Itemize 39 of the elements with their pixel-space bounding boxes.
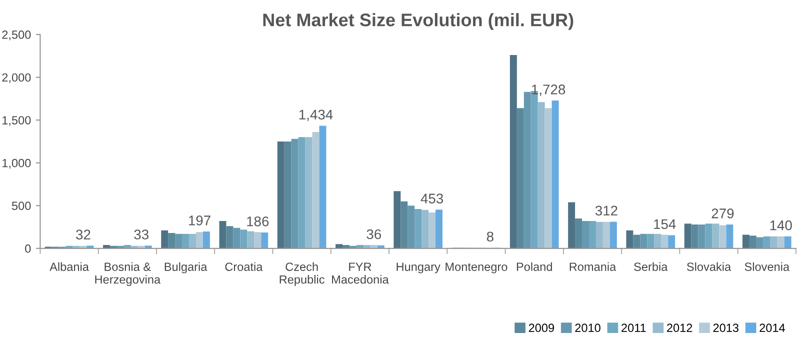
data-label: 279 bbox=[712, 208, 734, 218]
x-tick-label: Bulgaria bbox=[164, 262, 208, 274]
y-tick-label: 2,000 bbox=[2, 73, 31, 84]
x-tick-label: Slovenia bbox=[744, 262, 790, 271]
x-tick-label: Croatia bbox=[225, 262, 263, 271]
y-tick-label: 1,500 bbox=[2, 116, 31, 126]
x-tick-label: FYR Macedonia bbox=[332, 262, 389, 284]
x-tick-label: Albania bbox=[50, 262, 89, 271]
legend-label: 2013 bbox=[713, 324, 738, 332]
legend-label: 2014 bbox=[760, 324, 785, 332]
x-tick-label: Romania bbox=[570, 262, 616, 271]
data-label: 1,728 bbox=[532, 84, 566, 96]
x-tick-label: Czech Republic bbox=[280, 262, 324, 286]
data-label: 197 bbox=[188, 216, 210, 226]
x-tick-label: Serbia bbox=[634, 262, 668, 271]
x-tick-label: Poland bbox=[516, 262, 552, 271]
chart-title: Net Market Size Evolution (mil. EUR) bbox=[263, 13, 574, 30]
legend-label: 2012 bbox=[667, 324, 692, 332]
x-tick-label: Hungary bbox=[396, 262, 440, 274]
data-label: 33 bbox=[134, 230, 148, 240]
y-tick-label: 0 bbox=[25, 244, 31, 253]
data-label: 186 bbox=[247, 216, 269, 226]
legend-label: 2009 bbox=[528, 324, 554, 332]
y-tick-label: 1,000 bbox=[2, 158, 31, 169]
x-tick-label: Slovakia bbox=[686, 262, 732, 271]
x-tick-label: Montenegro bbox=[446, 262, 508, 274]
y-tick-label: 2,500 bbox=[2, 30, 31, 40]
y-tick-label: 500 bbox=[12, 202, 31, 210]
data-label: 312 bbox=[595, 206, 618, 216]
x-tick-label: Bosnia & Herzegovina bbox=[95, 262, 161, 286]
data-label: 154 bbox=[654, 219, 676, 230]
legend-label: 2011 bbox=[622, 324, 646, 332]
data-label: 36 bbox=[366, 229, 382, 240]
data-label: 140 bbox=[770, 220, 792, 230]
data-label: 32 bbox=[76, 230, 90, 240]
data-label: 1,434 bbox=[299, 110, 333, 122]
data-label: 8 bbox=[486, 232, 494, 242]
legend-label: 2010 bbox=[575, 324, 600, 332]
data-label: 453 bbox=[420, 194, 444, 204]
